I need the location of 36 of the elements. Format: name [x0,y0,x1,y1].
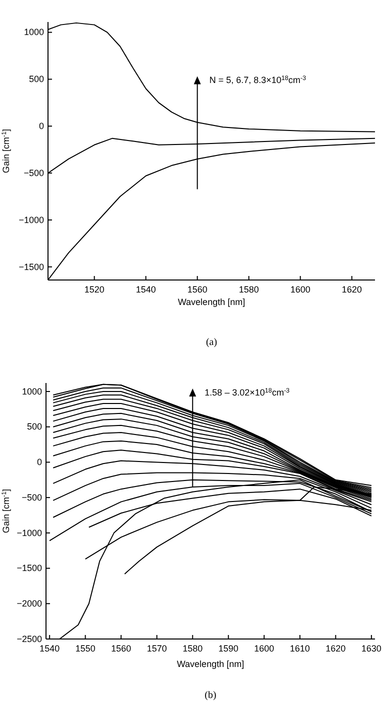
y-tick-label: −1000 [18,214,44,225]
x-tick-label: 1560 [111,643,132,654]
x-tick-label: 1620 [326,643,346,654]
x-tick-label: 1560 [187,284,208,294]
annotation: N = 5, 6.7, 8.3×10$^{18}$cm$^{-3}$ [209,74,307,86]
x-tick-label: 1620 [342,284,362,294]
y-tick-label: 0 [38,121,44,132]
annotation: 1.58 – 3.02×10$^{18}$cm$^{-3}$ [204,386,290,398]
y-tick-label: 1000 [24,27,44,38]
y-tick-label: −1500 [18,262,44,272]
x-tick-label: 1630 [361,643,382,654]
x-axis-title: Wavelength [nm] [176,659,244,669]
y-tick-label: 500 [26,422,42,432]
y-tick-label: −1500 [16,563,42,574]
y-tick-label: −500 [22,492,42,502]
x-tick-label: 1570 [146,643,167,654]
x-axis-title: Wavelength [nm] [178,297,246,307]
x-tick-label: 1550 [75,643,96,654]
x-tick-label: 1540 [136,284,156,294]
x-tick-label: 1600 [254,643,274,654]
text: (b) [204,690,216,701]
x-tick-label: 1590 [218,643,238,654]
x-tick-label: 1580 [182,643,203,654]
y-tick-label: −2500 [16,634,42,644]
x-tick-label: 1610 [290,643,310,654]
y-tick-label: −2000 [16,598,42,609]
x-tick-label: 1600 [290,284,310,294]
x-tick-label: 1520 [84,284,104,294]
text: (a) [206,337,218,348]
y-tick-label: 0 [36,457,42,468]
y-tick-label: 500 [28,74,44,84]
x-tick-label: 1580 [238,284,259,294]
y-tick-label: −1000 [16,528,42,538]
y-tick-label: 1000 [22,386,42,396]
y-tick-label: −500 [24,168,44,178]
x-tick-label: 1540 [40,643,60,654]
